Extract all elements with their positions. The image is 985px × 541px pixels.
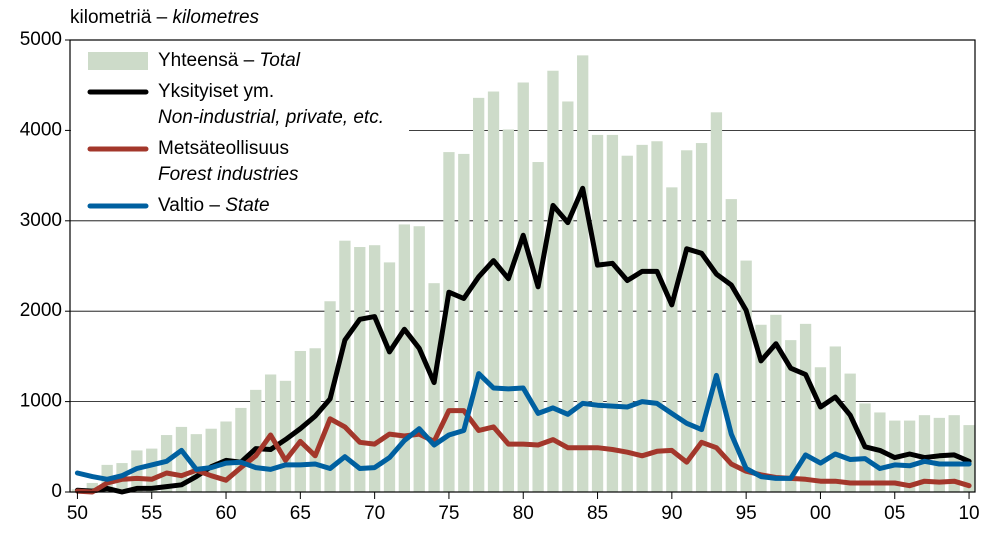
bar: [681, 150, 693, 492]
bar: [339, 240, 351, 492]
bar: [205, 428, 217, 492]
bar: [473, 97, 485, 492]
bar: [279, 380, 292, 492]
x-tick-label: 55: [141, 503, 162, 524]
x-tick-label: 75: [438, 503, 459, 524]
x-tick-label: 60: [215, 503, 236, 524]
bar: [487, 91, 500, 492]
legend-label: Yhteensä – Total: [158, 50, 301, 71]
bar: [146, 448, 158, 492]
bar: [606, 134, 619, 493]
y-tick-label: 4000: [20, 119, 62, 140]
bar: [443, 152, 455, 492]
bar: [294, 350, 306, 492]
legend-name: Valtio –: [158, 195, 220, 216]
x-tick-label: 70: [364, 503, 385, 524]
bar: [175, 426, 188, 492]
legend-label: Valtio – State: [158, 195, 270, 216]
bar: [354, 247, 366, 492]
bar: [413, 226, 425, 492]
legend-name-en: State: [225, 195, 269, 216]
line: [74, 408, 972, 495]
bar: [309, 348, 321, 492]
legend-swatch: [88, 52, 148, 70]
bar: [814, 367, 827, 492]
y-tick-label: 2000: [20, 300, 62, 321]
y-tick-label: 0: [51, 481, 62, 502]
bar: [383, 262, 396, 492]
x-tick-label: 10: [958, 503, 979, 524]
plot-frame: [69, 39, 976, 493]
x-tick-label: 85: [587, 503, 608, 524]
x-tick-label: 80: [513, 503, 534, 524]
bar: [725, 199, 737, 492]
line: [74, 371, 972, 482]
bar: [651, 141, 663, 493]
x-tick-label: 65: [290, 503, 311, 524]
legend-name-en: Forest industries: [158, 164, 299, 185]
x-tick-label: 90: [661, 503, 682, 524]
legend-name: Yksityiset ym.: [158, 81, 274, 102]
bar: [398, 224, 411, 492]
bar: [844, 373, 856, 492]
legend-name-en: Non-industrial, private, etc.: [158, 107, 384, 128]
x-tick-label: 95: [736, 503, 757, 524]
y-tick-label: 3000: [20, 210, 62, 231]
bar: [235, 407, 247, 492]
bar: [636, 144, 648, 492]
bar: [740, 260, 752, 492]
bar: [710, 112, 723, 492]
legend-name: Yhteensä –: [158, 50, 255, 71]
legend-name-en: Total: [259, 50, 300, 71]
bar: [368, 245, 381, 492]
x-tick-label: 00: [810, 503, 831, 524]
y-axis-label: kilometriä – kilometres: [70, 7, 260, 28]
bar: [517, 82, 529, 492]
bar: [428, 283, 440, 492]
x-tick-label: 50: [67, 503, 88, 524]
bar: [562, 101, 574, 493]
legend-name: Metsäteollisuus: [158, 138, 289, 159]
bar: [918, 415, 931, 492]
bar: [86, 482, 98, 492]
bar: [695, 143, 708, 492]
bar: [621, 155, 633, 492]
bar: [770, 314, 782, 492]
bar: [458, 153, 470, 493]
line: [74, 185, 972, 495]
x-tick-label: 05: [884, 503, 905, 524]
y-tick-label: 1000: [20, 391, 62, 412]
bar: [577, 55, 589, 492]
y-tick-label: 5000: [20, 29, 62, 50]
bar: [963, 425, 975, 492]
bar: [190, 434, 202, 492]
bar: [666, 187, 678, 493]
bar: [502, 129, 515, 492]
bar: [532, 162, 544, 493]
bar: [755, 324, 767, 492]
bar: [547, 70, 559, 493]
bar: [829, 346, 841, 492]
bar: [591, 134, 604, 493]
bar: [220, 421, 232, 492]
bar: [785, 340, 797, 492]
bar: [799, 323, 812, 492]
bar: [250, 389, 262, 492]
